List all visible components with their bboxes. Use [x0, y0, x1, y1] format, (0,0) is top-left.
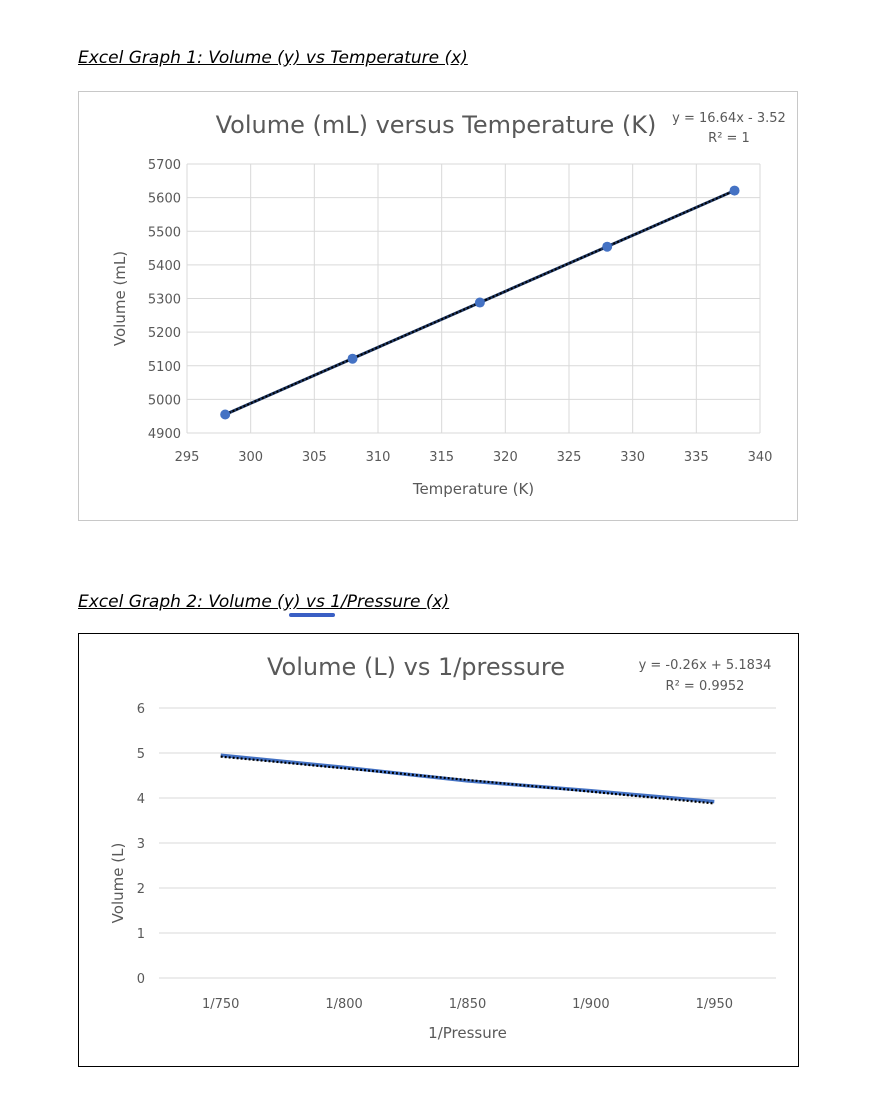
- chart1-container: 295 300 305 310 315 320 325 330 335 340 4900 5000 51…: [78, 91, 798, 521]
- trendline: [224, 189, 735, 416]
- x-tick-label: 315: [429, 450, 454, 465]
- x-tick-label: 1/750: [202, 997, 239, 1012]
- y-tick-label: 5100: [148, 360, 181, 375]
- trendline-r2: R² = 1: [708, 131, 750, 146]
- x-tick-label: 1/900: [572, 997, 609, 1012]
- y-tick-label: 4: [137, 792, 145, 807]
- x-tick-label: 310: [366, 450, 391, 465]
- y-tick-label: 5600: [148, 192, 181, 207]
- x-axis-label: Temperature (K): [412, 480, 534, 498]
- data-point: [220, 409, 231, 420]
- y-tick-label: 0: [137, 972, 145, 987]
- data-point: [729, 185, 740, 196]
- graph1-heading: Excel Graph 1: Volume (y) vs Temperature…: [78, 48, 468, 68]
- y-tick-label: 5000: [148, 393, 181, 408]
- chart-title: Volume (mL) versus Temperature (K): [216, 111, 657, 139]
- y-tick-label: 6: [137, 702, 145, 717]
- y-tick-label: 5200: [148, 326, 181, 341]
- x-tick-label: 325: [557, 450, 582, 465]
- trendline-r2: R² = 0.9952: [666, 679, 745, 694]
- y-tick-label: 4900: [148, 427, 181, 442]
- annotation-ink-stroke: [289, 613, 335, 617]
- x-tick-label: 335: [684, 450, 709, 465]
- x-tick-label: 1/950: [696, 997, 733, 1012]
- x-tick-label: 1/800: [325, 997, 362, 1012]
- x-tick-label: 320: [493, 450, 518, 465]
- y-tick-label: 2: [137, 882, 145, 897]
- chart2-container: 0 1 2 3 4 5 6 1/750 1/800 1/850 1/900 1/950 Volume (…: [78, 633, 799, 1067]
- x-tick-label: 300: [238, 450, 263, 465]
- y-axis-label: Volume (mL): [111, 251, 129, 346]
- x-tick-label: 295: [175, 450, 200, 465]
- x-axis-label: 1/Pressure: [428, 1024, 507, 1042]
- data-point: [474, 297, 485, 308]
- chart2-svg: 0 1 2 3 4 5 6 1/750 1/800 1/850 1/900 1/950 Volume (…: [109, 653, 776, 1042]
- x-tick-label: 330: [620, 450, 645, 465]
- data-point: [347, 353, 358, 364]
- x-tick-label: 305: [302, 450, 327, 465]
- trendline-equation: y = 16.64x - 3.52: [672, 111, 786, 126]
- trendline-equation: y = -0.26x + 5.1834: [639, 658, 772, 673]
- data-point: [602, 241, 613, 252]
- series-line: [220, 753, 715, 804]
- y-tick-label: 1: [137, 927, 145, 942]
- trendline: [220, 755, 715, 805]
- graph2-heading: Excel Graph 2: Volume (y) vs 1/Pressure …: [78, 592, 450, 612]
- x-tick-label: 340: [748, 450, 773, 465]
- y-tick-label: 5300: [148, 293, 181, 308]
- y-tick-label: 5700: [148, 158, 181, 173]
- x-tick-label: 1/850: [449, 997, 486, 1012]
- y-tick-label: 3: [137, 837, 145, 852]
- chart-title: Volume (L) vs 1/pressure: [267, 653, 565, 681]
- chart1-svg: 295 300 305 310 315 320 325 330 335 340 4900 5000 51…: [111, 111, 786, 498]
- y-tick-label: 5400: [148, 259, 181, 274]
- y-tick-label: 5500: [148, 225, 181, 240]
- y-tick-label: 5: [137, 747, 145, 762]
- y-axis-label: Volume (L): [109, 843, 127, 924]
